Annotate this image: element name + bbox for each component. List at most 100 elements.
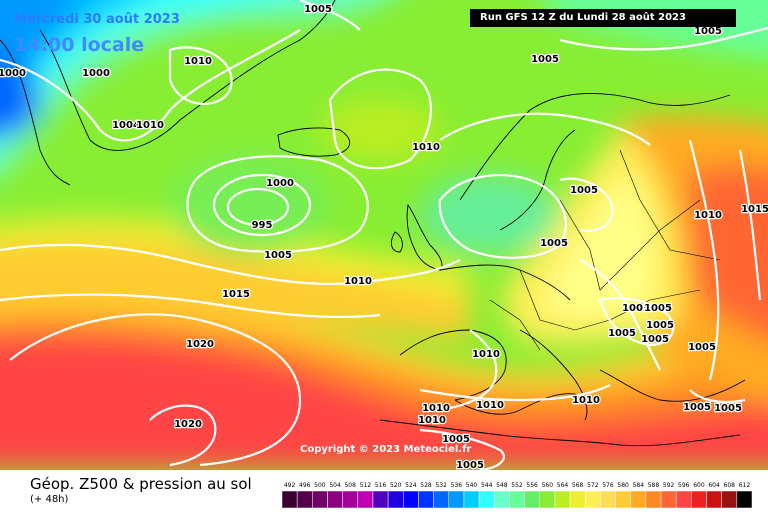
- isobar-label: 1010: [472, 349, 500, 360]
- scale-swatch: [630, 490, 647, 509]
- model-run-label: Run GFS 12 Z du Lundi 28 août 2023: [470, 9, 736, 27]
- isobar-label: 1005: [622, 303, 650, 314]
- isobar-label: 1005: [646, 320, 674, 331]
- scale-label: 560: [542, 482, 554, 489]
- scale-swatch: [524, 490, 540, 509]
- isobar-label: 1020: [174, 419, 202, 430]
- scale-label: 520: [390, 482, 402, 489]
- scale-swatch: [478, 490, 495, 509]
- color-scale: 492 496 500 504 508 512 516 520 524 528 532 536 540 5…: [282, 482, 752, 509]
- isobar-label: 1000: [82, 68, 110, 79]
- isobar-label: 1005: [531, 54, 559, 65]
- scale-label: 552: [511, 482, 523, 489]
- geopotential-field: [0, 0, 768, 470]
- scale-label: 500: [314, 482, 326, 489]
- isobar-label: 1004: [112, 120, 140, 131]
- isobar-label: 1010: [572, 395, 600, 406]
- scale-label: 568: [572, 482, 584, 489]
- scale-label: 516: [375, 482, 387, 489]
- scale-swatch: [463, 490, 480, 509]
- scale-swatch: [615, 490, 631, 509]
- scale-swatch: [296, 490, 313, 509]
- isobar-label: 1005: [540, 238, 568, 249]
- scale-swatch: [706, 490, 722, 509]
- isobar-label: 1010: [184, 56, 212, 67]
- scale-label: 612: [739, 482, 751, 489]
- scale-swatch: [327, 490, 343, 509]
- scale-label: 556: [526, 482, 538, 489]
- scale-label: 528: [420, 482, 432, 489]
- scale-swatch: [357, 490, 374, 509]
- scale-label: 532: [435, 482, 447, 489]
- scale-swatch: [387, 490, 404, 509]
- isobar-label: 1010: [136, 120, 164, 131]
- scale-swatch: [342, 490, 359, 509]
- scale-label: 576: [602, 482, 614, 489]
- scale-label: 604: [708, 482, 720, 489]
- copyright-text: Copyright © 2023 Meteociel.fr: [300, 444, 472, 455]
- isobar-label: 1010: [344, 276, 372, 287]
- isobar-label: 1005: [683, 402, 711, 413]
- scale-swatch: [660, 490, 677, 509]
- scale-swatch: [721, 490, 738, 509]
- isobar-label: 1000: [266, 178, 294, 189]
- scale-label: 540: [466, 482, 478, 489]
- isobar-label: 1000: [0, 68, 26, 79]
- isobar-label: 1010: [694, 210, 722, 221]
- isobar-label: 1015: [222, 289, 250, 300]
- scale-label: 524: [405, 482, 417, 489]
- scale-label: 492: [284, 482, 296, 489]
- scale-swatch: [600, 490, 616, 509]
- scale-label: 496: [299, 482, 311, 489]
- scale-label: 564: [557, 482, 569, 489]
- scale-label: 536: [451, 482, 463, 489]
- scale-label: 508: [344, 482, 356, 489]
- isobar-label: 1005: [608, 328, 636, 339]
- scale-swatch: [736, 490, 752, 509]
- isobar-label: 1005: [304, 4, 332, 15]
- scale-swatch: [569, 490, 586, 509]
- scale-label: 584: [633, 482, 645, 489]
- isobar-label: 1005: [264, 250, 292, 261]
- isobar-label: 1005: [641, 334, 669, 345]
- isobars: [0, 0, 768, 470]
- isobar-label: 1005: [694, 26, 722, 37]
- scale-label: 548: [496, 482, 508, 489]
- scale-swatch: [433, 490, 450, 509]
- isobar-label: 1005: [688, 342, 716, 353]
- scale-swatch: [554, 490, 571, 509]
- scale-label: 512: [360, 482, 372, 489]
- forecast-date: Mercredi 30 août 2023: [14, 12, 180, 27]
- scale-swatch: [645, 490, 662, 509]
- scale-swatch: [539, 490, 556, 509]
- scale-label: 600: [693, 482, 705, 489]
- isobar-label: 1005: [570, 185, 598, 196]
- isobar-label: 1005: [442, 434, 470, 445]
- legend-subtitle: (+ 48h): [30, 494, 69, 505]
- scale-swatch: [403, 490, 419, 509]
- isobar-label: 1010: [418, 415, 446, 426]
- forecast-time: 14:00 locale: [14, 34, 145, 56]
- scale-label: 504: [329, 482, 341, 489]
- isobar-label: 995: [252, 220, 273, 231]
- isobar-label: 1005: [714, 403, 742, 414]
- scale-label: 592: [663, 482, 675, 489]
- scale-label: 544: [481, 482, 493, 489]
- scale-label: 608: [724, 482, 736, 489]
- isobar-label: 1020: [186, 339, 214, 350]
- scale-swatch: [418, 490, 434, 509]
- scale-swatch: [282, 490, 298, 509]
- scale-label: 572: [587, 482, 599, 489]
- scale-swatch: [691, 490, 707, 509]
- isobar-label: 1005: [644, 303, 672, 314]
- scale-swatch: [312, 490, 328, 509]
- scale-label: 588: [648, 482, 660, 489]
- scale-swatch: [509, 490, 525, 509]
- scale-swatch: [494, 490, 510, 509]
- scale-swatch: [372, 490, 389, 509]
- isobar-label: 1010: [422, 403, 450, 414]
- isobar-label: 1005: [456, 460, 484, 470]
